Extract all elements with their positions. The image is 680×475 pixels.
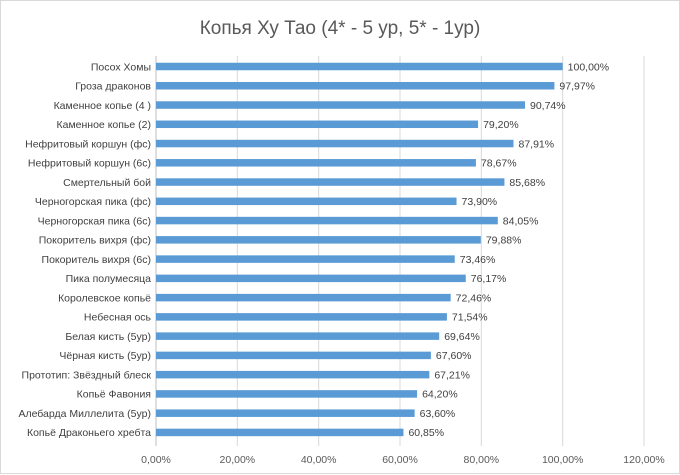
category-label: Нефритовый коршун (6с) xyxy=(28,158,151,170)
category-label: Пика полумесяца xyxy=(66,273,152,285)
data-label: 84,05% xyxy=(503,215,539,227)
data-label: 67,21% xyxy=(434,369,470,381)
category-label: Нефритовый коршун (фс) xyxy=(25,138,151,150)
category-label: Смертельный бой xyxy=(63,177,151,189)
x-tick-label: 80,00% xyxy=(464,454,500,466)
bar xyxy=(156,178,505,186)
category-label: Прототип: Звёздный блеск xyxy=(22,369,152,381)
tick-layer: 0,00% 20,00% 40,00% 60,00% 80,00% 100,00% 120,… xyxy=(141,454,665,466)
category-label: Покоритель вихря (фс) xyxy=(39,235,151,247)
category-label: Чёрная кисть (5ур) xyxy=(59,350,151,362)
category-label: Черногорская пика (фс) xyxy=(35,196,151,208)
bar xyxy=(156,139,514,148)
bar xyxy=(156,216,498,225)
grid-layer xyxy=(155,56,645,446)
bar xyxy=(156,197,457,206)
bar xyxy=(156,313,447,321)
category-label: Гроза драконов xyxy=(75,81,151,93)
bar xyxy=(156,236,481,244)
bar xyxy=(156,274,466,283)
data-label: 78,67% xyxy=(481,158,517,170)
bar xyxy=(156,428,404,437)
x-tick-label: 120,00% xyxy=(623,454,664,466)
category-label: Черногорская пика (6с) xyxy=(38,215,151,227)
x-tick-label: 100,00% xyxy=(542,454,583,466)
data-label: 71,54% xyxy=(452,312,488,324)
category-label: Копьё Фавония xyxy=(77,389,151,401)
data-label: 72,46% xyxy=(456,292,492,304)
data-label: 87,91% xyxy=(519,138,555,150)
bar xyxy=(156,390,418,398)
category-label: Копьё Драконьего хребта xyxy=(27,427,151,439)
data-label: 76,17% xyxy=(471,273,507,285)
category-label: Алебарда Миллелита (5ур) xyxy=(18,408,151,420)
x-tick-label: 60,00% xyxy=(382,454,418,466)
data-label: 67,60% xyxy=(436,350,472,362)
bar xyxy=(156,351,431,360)
x-tick-label: 40,00% xyxy=(301,454,337,466)
bar xyxy=(156,82,555,90)
category-label: Посох Хомы xyxy=(91,61,151,73)
data-label: 97,97% xyxy=(559,81,595,93)
data-label: 79,20% xyxy=(483,119,519,131)
chart-title: Копья Ху Тао (4* - 5 ур, 5* - 1ур) xyxy=(200,18,481,39)
label-layer: Посох Хомы 100,00% Гроза драконов 97,97% Кам… xyxy=(18,61,609,439)
bar xyxy=(156,370,430,379)
data-label: 73,46% xyxy=(460,254,496,266)
data-label: 69,64% xyxy=(444,331,480,343)
bar xyxy=(156,159,476,167)
bar xyxy=(156,120,479,129)
bar xyxy=(156,62,563,71)
bar xyxy=(156,255,455,263)
category-label: Каменное копье (2) xyxy=(56,119,151,131)
category-label: Небесная ось xyxy=(84,312,152,324)
data-label: 79,88% xyxy=(486,235,522,247)
data-label: 85,68% xyxy=(509,177,545,189)
data-label: 63,60% xyxy=(420,408,456,420)
category-label: Покоритель вихря (6с) xyxy=(42,254,151,266)
data-label: 90,74% xyxy=(530,100,566,112)
bar xyxy=(156,101,526,109)
category-label: Каменное копье (4 ) xyxy=(54,100,151,112)
category-label: Белая кисть (5ур) xyxy=(65,331,151,343)
data-label: 100,00% xyxy=(568,61,609,73)
bar xyxy=(156,332,440,340)
category-label: Королевское копьё xyxy=(58,292,151,304)
x-tick-label: 0,00% xyxy=(141,454,171,466)
data-label: 64,20% xyxy=(422,389,458,401)
data-label: 60,85% xyxy=(408,427,444,439)
x-tick-label: 20,00% xyxy=(220,454,256,466)
bar xyxy=(156,409,415,417)
data-label: 73,90% xyxy=(462,196,498,208)
bar xyxy=(156,293,451,302)
bar-layer xyxy=(156,62,563,437)
